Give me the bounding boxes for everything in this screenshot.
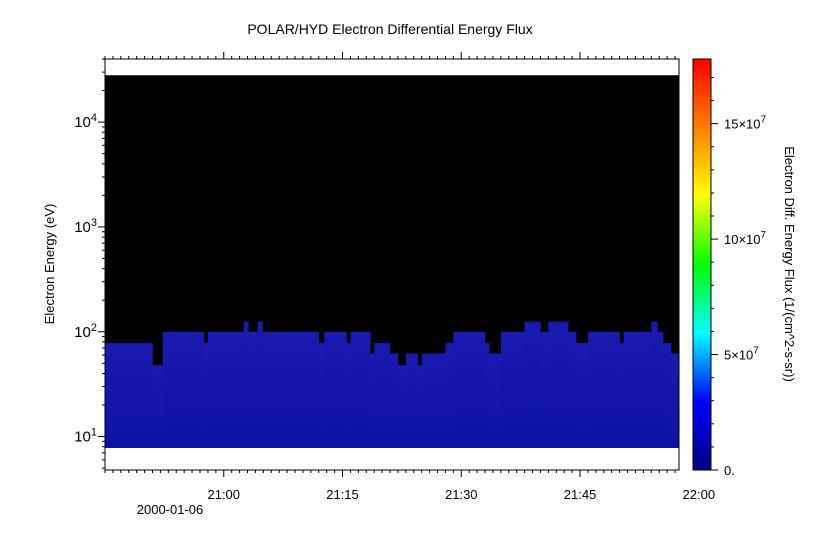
y-axis-label: Electron Energy (eV) (42, 204, 57, 325)
flux-band-segment (587, 331, 605, 448)
y-tick-label: 101 (74, 427, 97, 446)
flux-band-segment (623, 331, 652, 448)
flux-band-segment (374, 343, 391, 448)
y-axis: 101 102 103 104 (74, 58, 105, 469)
flux-band-segment (257, 321, 263, 448)
x-tick-label: 22:00 (683, 487, 716, 502)
flux-band-segment (405, 353, 419, 448)
flux-band-segment (548, 321, 569, 448)
flux-band-segment (485, 343, 490, 448)
flux-band-segment (445, 343, 454, 448)
flux-band-segment (671, 353, 680, 448)
flux-band-segment (524, 321, 541, 448)
colorbar-tick-label: 0. (724, 463, 735, 478)
flux-band-segment (619, 343, 624, 448)
flux-band-segment (651, 321, 658, 448)
flux-band-segment (324, 331, 347, 448)
flux-band-segment (243, 321, 249, 448)
flux-band-segment (370, 353, 375, 448)
flux-band-segment (417, 365, 422, 448)
x-axis: 21:00 21:15 21:30 21:45 22:00 (104, 52, 716, 502)
flux-band-segment (568, 331, 577, 448)
flux-band-segment (207, 331, 244, 448)
flux-band-segment (540, 331, 549, 448)
flux-band-segment (453, 331, 486, 448)
colorbar-tick-label: 10×107 (724, 230, 767, 247)
x-tick-label: 21:45 (564, 487, 597, 502)
flux-band-segment (318, 343, 325, 448)
flux-band-segment (603, 331, 620, 448)
flux-band-segment (488, 353, 502, 448)
flux-band-segment (162, 331, 205, 448)
x-date-label: 2000-01-06 (137, 502, 204, 517)
flux-band-segment (576, 343, 589, 448)
colorbar-label: Electron Diff. Energy Flux (1/(cm^2-s-sr… (782, 146, 797, 382)
y-tick-label: 104 (74, 112, 97, 131)
x-tick-label: 21:00 (207, 487, 240, 502)
y-tick-label: 103 (74, 217, 97, 236)
flux-band-segment (390, 353, 399, 448)
y-tick-label: 102 (74, 322, 97, 341)
flux-band-segment (152, 365, 164, 448)
colorbar-gradient (692, 58, 712, 471)
colorbar: 0. 5×107 10×107 15×107 (692, 58, 767, 478)
flux-band-segment (657, 331, 664, 448)
flux-band-segment (248, 331, 259, 448)
colorbar-tick-label: 15×107 (724, 115, 767, 132)
flux-band-segment (421, 353, 446, 448)
x-tick-label: 21:15 (326, 487, 359, 502)
flux-band-segment (262, 331, 320, 448)
plot-frame (104, 58, 680, 471)
flux-band-segment (397, 365, 407, 448)
flux-band-segment (500, 331, 525, 448)
plot-area (104, 58, 680, 471)
flux-band-segment (203, 343, 209, 448)
x-tick-label: 21:30 (445, 487, 478, 502)
flux-band-segment (346, 343, 351, 448)
chart-title: POLAR/HYD Electron Differential Energy F… (247, 21, 532, 37)
colorbar-tick-label: 5×107 (724, 346, 759, 363)
flux-band-segment (350, 331, 371, 448)
flux-band-segment (663, 343, 672, 448)
flux-band-segment (105, 343, 153, 448)
